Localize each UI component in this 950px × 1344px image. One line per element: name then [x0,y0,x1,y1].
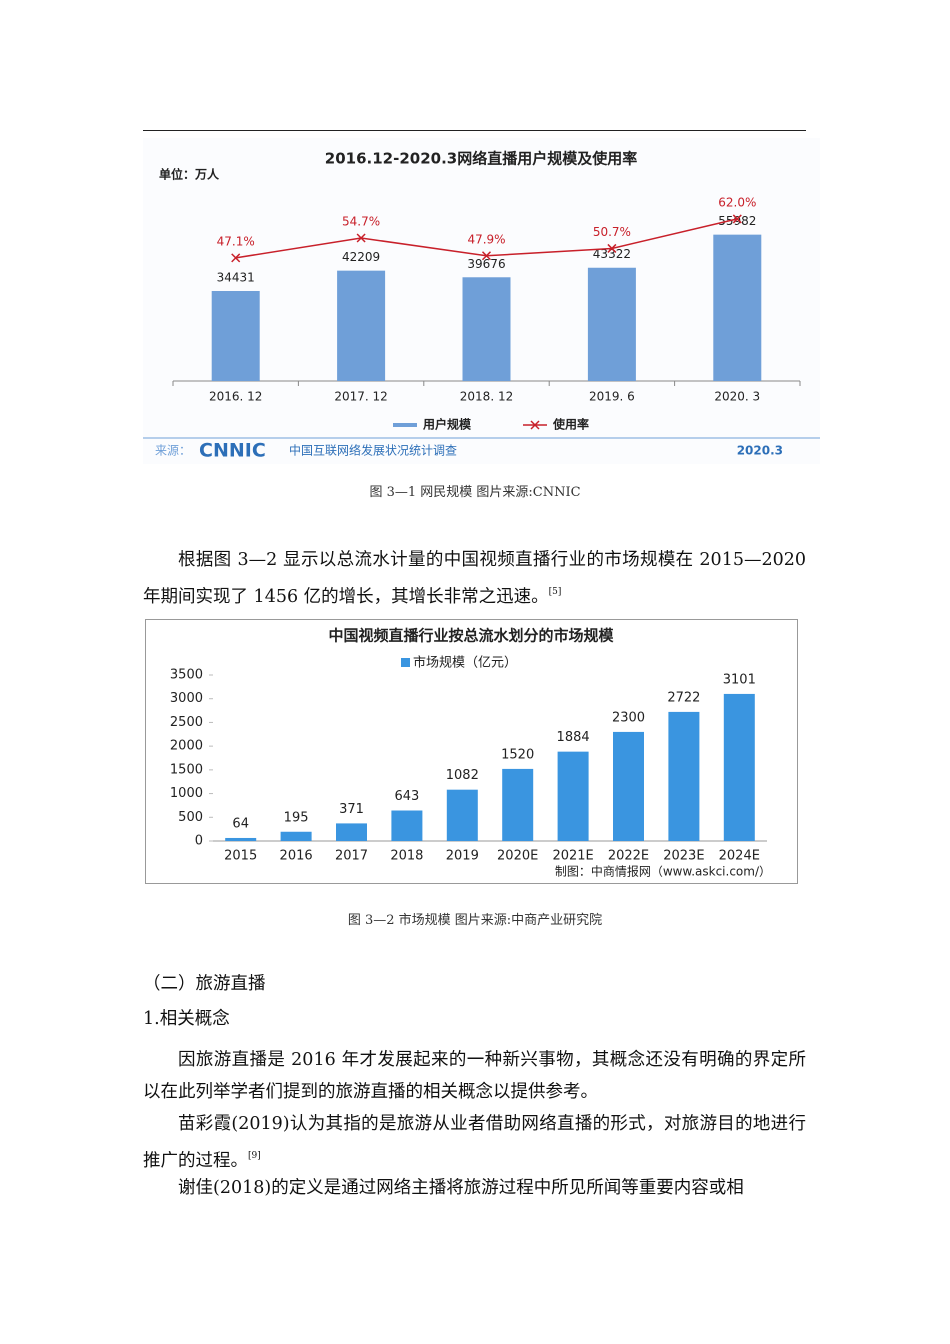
line-label: 47.9% [467,232,505,246]
y-tick-label: 2500 [170,715,203,730]
bar [446,789,478,841]
x-tick-label: 2015 [224,849,257,864]
chart-title: 中国视频直播行业按总流水划分的市场规模 [328,627,614,645]
x-tick-label: 2019. 6 [589,390,635,404]
bar [336,823,367,841]
chart-title: 2016.12-2020.3网络直播用户规模及使用率 [325,150,637,168]
bar-label: 39676 [467,257,505,271]
bar [211,290,260,381]
bar [225,837,257,841]
x-tick-label: 2018. 12 [460,390,513,404]
x-tick-label: 2019 [446,849,479,864]
line-marker [231,253,241,263]
y-tick-label: 1500 [170,762,203,777]
line-label: 47.1% [217,234,255,248]
bar [587,267,636,381]
x-tick-label: 2017. 12 [334,390,387,404]
x-tick-label: 2020E [497,849,538,864]
paragraph-text: 苗彩霞(2019)认为其指的是旅游从业者借助网络直播的形式，对旅游目的地进行推广… [143,1114,806,1171]
line-marker [481,251,492,261]
source-text: 中国互联网络发展状况统计调查 [289,443,457,458]
line-marker [356,233,366,243]
bar [280,831,312,841]
y-tick-label: 500 [178,810,203,825]
legend-label: 使用率 [552,417,589,432]
paragraph: 谢佳(2018)的定义是通过网络主播将旅游过程中所见所闻等重要内容或相 [143,1172,806,1204]
bar-label: 1884 [557,730,590,745]
x-tick-label: 2022E [608,849,649,864]
bar [668,711,700,841]
paragraph: 因旅游直播是 2016 年才发展起来的一种新兴事物，其概念还没有明确的界定所以在… [143,1044,806,1108]
bar-label: 55982 [718,214,756,228]
paragraph-text: 因旅游直播是 2016 年才发展起来的一种新兴事物，其概念还没有明确的界定所以在… [143,1050,806,1102]
legend-label: 用户规模 [422,417,472,432]
y-tick-label: 0 [195,834,203,849]
credit: 制图：中商情报网（www.askci.com/） [555,864,771,879]
line-marker [732,214,742,224]
header-rule [143,130,806,131]
citation: [9] [248,1151,261,1161]
legend-label: 市场规模（亿元） [413,655,517,671]
source-logo: CNNIC [199,440,266,462]
citation: [5] [548,587,562,597]
line-label: 54.7% [342,214,380,228]
bar [391,810,423,841]
bar-label: 2722 [667,690,700,705]
bar [713,234,762,381]
line-marker [607,243,617,253]
x-tick-label: 2020. 3 [714,390,760,404]
x-tick-label: 2016. 12 [209,390,262,404]
line-label: 50.7% [593,225,631,239]
x-tick-label: 2016 [280,849,313,864]
bar [557,751,589,841]
bar-label: 643 [394,789,419,804]
caption: 图 3—2 市场规模 图片来源:中商产业研究院 [347,913,603,928]
bar-label: 64 [232,816,249,831]
paragraph: 苗彩霞(2019)认为其指的是旅游从业者借助网络直播的形式，对旅游目的地进行推广… [143,1108,806,1177]
x-tick-label: 2021E [552,849,593,864]
bar-label: 371 [339,802,364,817]
source-label: 来源： [155,444,191,458]
bar-label: 1520 [501,747,534,762]
paragraph-text: 根据图 3—2 显示以总流水计量的中国视频直播行业的市场规模在 2015—202… [143,550,806,607]
bar-label: 195 [284,810,309,825]
bar-label: 1082 [446,768,479,783]
caption: 图 3—1 网民规模 图片来源:CNNIC [369,485,581,500]
line-label: 62.0% [718,195,756,209]
bar [613,731,644,841]
y-tick-label: 3000 [170,691,203,706]
bar-label: 34431 [217,270,255,284]
bar-label: 43322 [593,247,631,261]
section-heading: （二）旅游直播 [143,974,266,994]
bar-label: 3101 [723,672,756,687]
bar [502,768,534,841]
x-tick-label: 2024E [719,849,760,864]
source-date: 2020.3 [737,444,783,458]
paragraph-text: 谢佳(2018)的定义是通过网络主播将旅游过程中所见所闻等重要内容或相 [178,1178,744,1198]
chart-market: 中国视频直播行业按总流水划分的市场规模 0 500 1000 1500 2000 2500 3… [145,619,798,884]
bar-label: 2300 [612,710,645,725]
y-tick-label: 3500 [170,668,203,683]
legend-marker [530,420,540,430]
bar [462,277,511,381]
x-tick-label: 2017 [335,849,368,864]
subsection-heading: 1.相关概念 [143,1009,230,1029]
legend-swatch [401,658,410,667]
y-tick-label: 2000 [170,739,203,754]
bar [337,270,386,381]
paragraph: 根据图 3—2 显示以总流水计量的中国视频直播行业的市场规模在 2015—202… [143,544,806,613]
x-tick-label: 2018 [390,849,423,864]
bar [723,693,755,841]
x-tick-label: 2023E [663,849,704,864]
unit-label: 单位：万人 [159,167,220,182]
bar-label: 42209 [342,250,380,264]
y-tick-label: 1000 [170,786,203,801]
